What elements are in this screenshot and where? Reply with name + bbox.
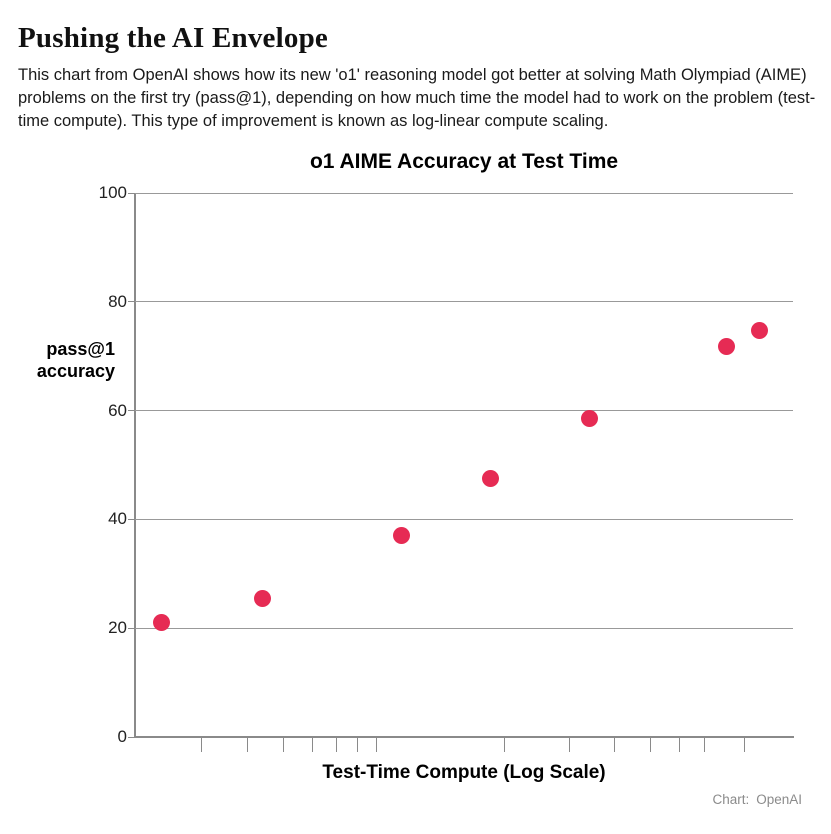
y-tick-label-100: 100 [98, 183, 127, 202]
y-tick-40 [128, 518, 135, 520]
chart-title: o1 AIME Accuracy at Test Time [309, 150, 619, 173]
plot-area: 0 20 40 60 80 100 [99, 183, 794, 752]
gridline-80 [135, 301, 793, 303]
data-point-5 [580, 410, 598, 428]
x-minor-tick-14 [743, 737, 745, 752]
y-tick-label-60: 60 [108, 400, 127, 420]
x-minor-tick-13 [704, 737, 706, 752]
y-tick-80 [128, 301, 135, 303]
y-tick-0 [128, 736, 135, 738]
gridline-40 [135, 518, 793, 520]
chart-credit: Chart: OpenAI [712, 792, 802, 807]
x-minor-tick-10 [614, 737, 616, 752]
y-tick-label-40: 40 [108, 509, 127, 529]
y-axis-label: pass@1 accuracy [18, 338, 115, 382]
y-axis-label-line1: pass@1 [46, 339, 115, 359]
y-tick-60 [128, 410, 135, 412]
data-point-4 [482, 470, 500, 488]
x-minor-tick-6 [356, 737, 358, 752]
x-minor-tick-2 [246, 737, 248, 752]
data-point-2 [254, 589, 272, 607]
x-minor-tick-11 [650, 737, 652, 752]
x-minor-tick-7 [375, 737, 377, 752]
y-axis-label-line2: accuracy [36, 361, 115, 381]
y-tick-20 [128, 627, 135, 629]
gridline-60 [135, 410, 793, 412]
x-minor-tick-5 [336, 737, 338, 752]
gridline-100 [135, 192, 793, 194]
data-point-6 [718, 338, 736, 356]
y-axis-line [134, 193, 136, 737]
y-tick-label-20: 20 [108, 618, 127, 638]
x-minor-tick-4 [312, 737, 313, 752]
page-title: Pushing the AI Envelope [18, 22, 328, 54]
credit-label: Chart: [712, 792, 750, 807]
data-point-3 [392, 527, 410, 545]
x-minor-tick-3 [283, 737, 285, 752]
data-point-1 [152, 614, 170, 632]
gridline-20 [135, 627, 793, 629]
x-axis-label: Test-Time Compute (Log Scale) [322, 762, 606, 783]
y-tick-label-0: 0 [117, 727, 127, 746]
x-axis-line [134, 736, 794, 738]
x-minor-tick-8 [504, 737, 506, 752]
x-minor-tick-1 [200, 737, 202, 752]
y-tick-100 [128, 192, 135, 194]
x-minor-tick-9 [568, 737, 570, 752]
x-minor-tick-12 [678, 737, 680, 752]
y-tick-label-80: 80 [108, 291, 127, 311]
data-point-7 [750, 321, 768, 339]
credit-value: OpenAI [756, 792, 802, 807]
page-description: This chart from OpenAI shows how its new… [18, 66, 816, 130]
